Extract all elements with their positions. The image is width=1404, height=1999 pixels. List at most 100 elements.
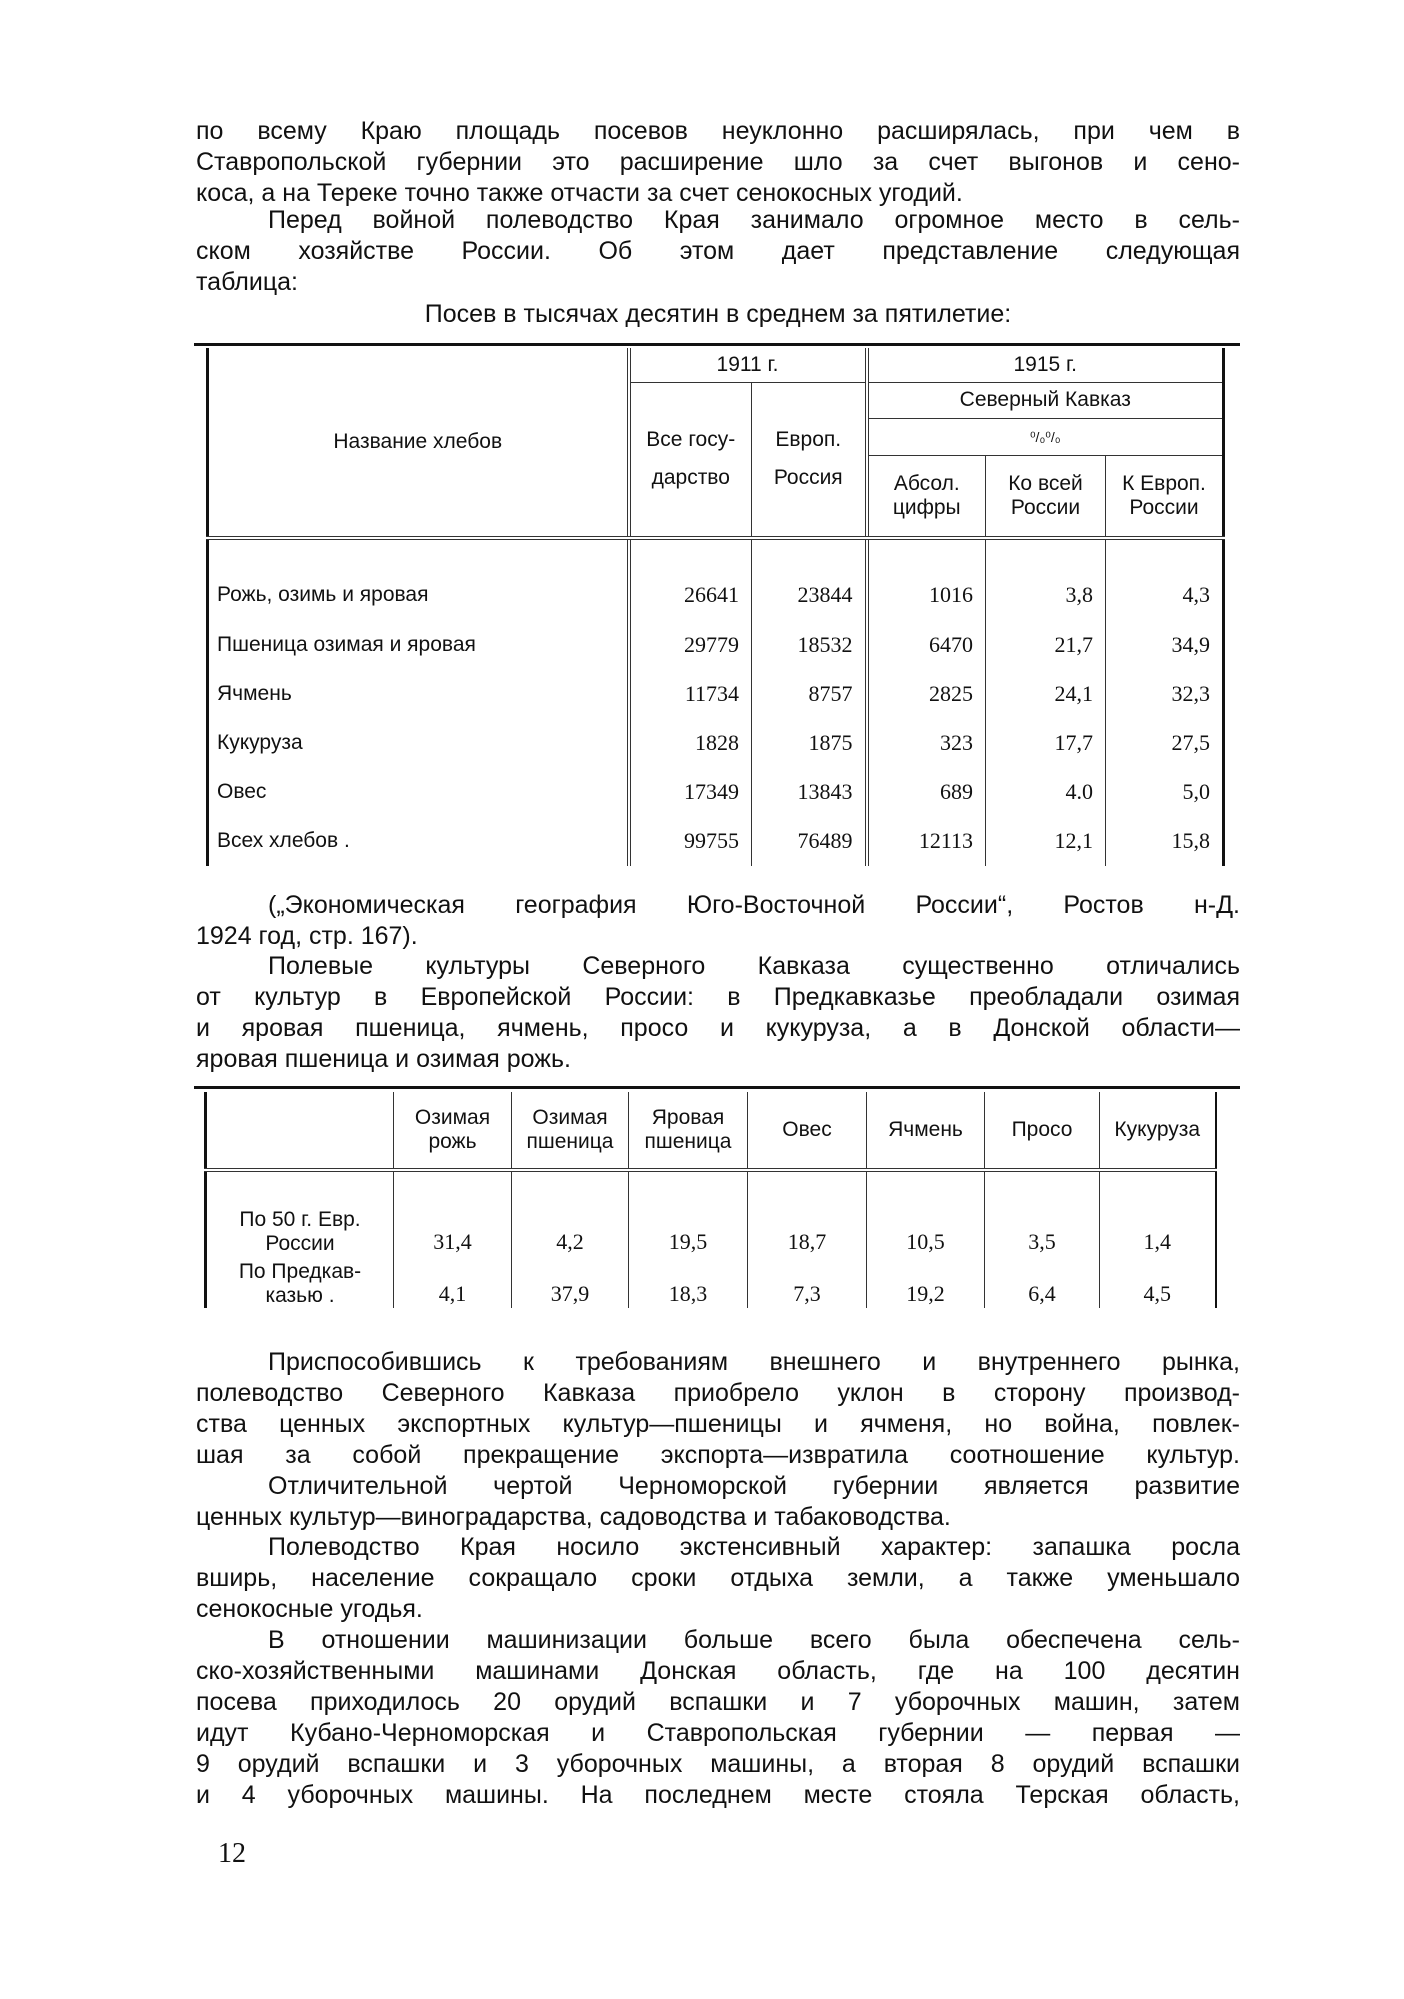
header-barley: Ячмень (866, 1092, 985, 1172)
cell: 4,3 (1105, 570, 1224, 620)
header-text: рожь (428, 1130, 477, 1153)
text-line: Приспособившись к требованиям внешнего и… (268, 1348, 1240, 1376)
header-text: Озимая (532, 1106, 608, 1129)
cell: 15,8 (1105, 816, 1224, 866)
crop-share-table: Озимая рожь Озимая пшеница Яровая пшеница О… (204, 1092, 1217, 1308)
text-line: 9 орудий вспашки и 3 уборочных машины, а… (196, 1750, 1240, 1778)
cell: 1828 (626, 718, 752, 767)
paragraph-6: Полеводство Края носило экстенсивный хар… (196, 1532, 1240, 1625)
cell: 12113 (864, 816, 986, 866)
text-line: ском хозяйстве России. Об этом дает пред… (196, 237, 1240, 265)
row-label-text: России (265, 1232, 335, 1255)
cell: 21,7 (985, 620, 1106, 669)
text-line: идут Кубано-Черноморская и Ставропольска… (196, 1719, 1240, 1747)
header-text: цифры (892, 495, 961, 519)
cell: 3,5 (984, 1198, 1100, 1256)
table-row: По Предкав-казью . 4,1 37,9 18,3 7,3 19,2 6,4… (206, 1256, 1216, 1308)
table-row: Рожь, озимь и яровая 26641 23844 1016 3,8 4,… (208, 570, 1224, 620)
text-line: Полеводство Края носило экстенсивный хар… (268, 1533, 1240, 1561)
cell: 1875 (751, 718, 867, 767)
header-oats: Овес (747, 1092, 867, 1172)
cell: 7,3 (747, 1256, 867, 1308)
header-eur-russia-pct: К Европ. России (1105, 455, 1224, 540)
cell: 10,5 (866, 1198, 985, 1256)
header-text: К Европ. (1122, 471, 1206, 495)
row-label: По Предкав-казью . (206, 1256, 394, 1308)
row-label-text: По Предкав- (238, 1260, 362, 1283)
header-spring-wheat: Яровая пшеница (628, 1092, 748, 1172)
header-text: пшеница (644, 1130, 732, 1153)
header-all-russia: Ко всей России (985, 455, 1106, 540)
cell: 18,7 (747, 1198, 867, 1256)
paragraph-1: по всему Краю площадь посевов неуклонно … (196, 116, 1240, 209)
cell: 27,5 (1105, 718, 1224, 767)
text-line: Полевые культуры Северного Кавказа сущес… (268, 952, 1240, 980)
table-caption: Посев в тысячах десятин в среднем за пят… (424, 300, 1012, 328)
cell: 26641 (626, 570, 752, 620)
header-text: Европ. (775, 428, 842, 452)
cell: 12,1 (985, 816, 1106, 866)
cell: 1,4 (1099, 1198, 1216, 1256)
header-all-state: Все госу-дарство (626, 382, 752, 540)
row-label-text: казью . (265, 1284, 335, 1307)
text-line: Отличительной чертой Черноморской губерн… (268, 1472, 1240, 1500)
table-row: Ячмень 11734 8757 2825 24,1 32,3 (208, 669, 1224, 718)
table-row: Пшеница озимая и яровая 29779 18532 6470 21… (208, 620, 1224, 669)
cell: 689 (864, 767, 986, 816)
cell: 8757 (751, 669, 867, 718)
cell: 11734 (626, 669, 752, 718)
cell: 6470 (864, 620, 986, 669)
text-line: от культур в Европейской России: в Предк… (196, 983, 1240, 1011)
header-corn: Кукуруза (1099, 1092, 1216, 1172)
cell: 4,2 (511, 1198, 629, 1256)
header-text: дарство (651, 466, 730, 490)
paragraph-7: В отношении машинизации больше всего был… (196, 1625, 1240, 1811)
text-line: 1924 год, стр. 167). (196, 922, 418, 950)
table-row: По 50 г. Евр. России 31,4 4,2 19,5 18,7 10,5 3… (206, 1198, 1216, 1256)
cell: 99755 (626, 816, 752, 866)
crop-name: Овес (217, 779, 267, 803)
crop-name: Всех хлебов . (217, 829, 350, 852)
header-text: пшеница (526, 1130, 614, 1153)
cell: 76489 (751, 816, 867, 866)
citation: („Экономическая география Юго-Восточной … (196, 890, 1240, 952)
text-line: Перед войной полеводство Края занимало о… (268, 206, 1240, 234)
text-line: коса, а на Тереке точно также отчасти за… (196, 179, 963, 207)
crop-name: Ячмень (217, 681, 292, 705)
text-line: сенокосные угодья. (196, 1595, 423, 1623)
cell: 5,0 (1105, 767, 1224, 816)
cell: 24,1 (985, 669, 1106, 718)
cell: 32,3 (1105, 669, 1224, 718)
page-number: 12 (218, 1838, 246, 1869)
header-text: Все госу- (646, 428, 736, 452)
cell: 37,9 (511, 1256, 629, 1308)
header-name: Название хлебов (207, 348, 629, 540)
crop-name: Рожь, озимь и яровая (217, 583, 429, 606)
cell: 4,5 (1099, 1256, 1216, 1308)
table-top-rule (194, 1086, 1240, 1089)
header-eur-russia: Европ. Россия (751, 382, 867, 540)
text-line: („Экономическая география Юго-Восточной … (268, 891, 1240, 919)
text-line: таблица: (196, 268, 298, 296)
paragraph-4: Приспособившись к требованиям внешнего и… (196, 1347, 1240, 1471)
cell: 29779 (626, 620, 752, 669)
text-line: полеводство Северного Кавказа приобрело … (196, 1379, 1240, 1407)
header-percent: ⁰/₀⁰/₀ (864, 418, 1224, 456)
text-line: и яровая пшеница, ячмень, просо и кукуру… (196, 1014, 1240, 1042)
table-row: Овес 17349 13843 689 4.0 5,0 (208, 767, 1224, 816)
table-top-rule (194, 343, 1240, 346)
header-millet: Просо (984, 1092, 1100, 1172)
header-1915: 1915 г. (864, 348, 1224, 383)
text-line: вширь, население сокращало сроки отдыха … (196, 1564, 1240, 1592)
text-line: В отношении машинизации больше всего был… (268, 1626, 1240, 1654)
text-line: и 4 уборочных машины. На последнем месте… (196, 1781, 1240, 1809)
header-absolute: Абсол. цифры (864, 455, 986, 540)
text-line: яровая пшеница и озимая рожь. (196, 1045, 571, 1073)
text-line: посева приходилось 20 орудий вспашки и 7… (196, 1688, 1240, 1716)
table-row: Всех хлебов . 99755 76489 12113 12,1 15,8 (208, 816, 1224, 866)
crop-name: Кукуруза (217, 730, 303, 754)
row-label: По 50 г. Евр. России (206, 1198, 394, 1256)
header-north-caucasus: Северный Кавказ (864, 382, 1224, 419)
cell: 2825 (864, 669, 986, 718)
crop-name: Пшеница озимая и яровая (217, 632, 476, 656)
